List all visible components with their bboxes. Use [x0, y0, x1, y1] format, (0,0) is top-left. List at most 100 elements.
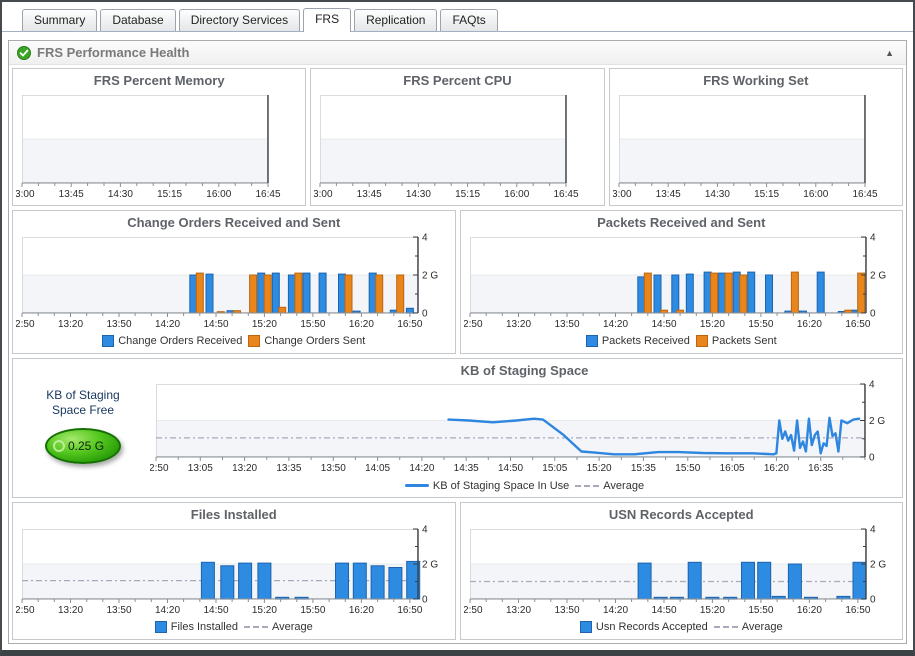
chart-legend: Files Installed Average: [16, 618, 452, 636]
svg-text:2 G: 2 G: [422, 271, 438, 282]
chart-files-installed: 12:50 13:20 13:50 14:20 14:50 15:20 15:50 16:20…: [9, 524, 452, 618]
svg-text:12:50: 12:50: [16, 319, 35, 330]
svg-text:15:15: 15:15: [157, 189, 182, 200]
panel-frs-working-set: FRS Working Set 13:00 13:45 14:30 15:15 16:0…: [606, 68, 903, 206]
svg-text:16:45: 16:45: [554, 189, 579, 200]
svg-text:16:00: 16:00: [803, 189, 828, 200]
svg-text:16:00: 16:00: [206, 189, 231, 200]
chart-title: FRS Percent Memory: [93, 73, 225, 88]
svg-text:0: 0: [870, 595, 876, 606]
svg-text:13:50: 13:50: [106, 605, 131, 616]
svg-text:15:20: 15:20: [252, 319, 277, 330]
chart-frs-percent-memory: 13:00 13:45 14:30 15:15 16:00 16:45: [9, 90, 302, 202]
svg-text:14:20: 14:20: [602, 319, 627, 330]
svg-text:13:45: 13:45: [655, 189, 680, 200]
svg-text:2 G: 2 G: [870, 560, 886, 571]
legend-label: Files Installed: [170, 621, 238, 633]
svg-text:16:50: 16:50: [845, 605, 870, 616]
tab-database[interactable]: Database: [100, 9, 176, 31]
svg-text:0: 0: [869, 453, 875, 464]
gauge-label: KB of Staging Space Free: [46, 388, 120, 417]
legend-label: Average: [603, 479, 645, 492]
svg-text:13:50: 13:50: [321, 463, 346, 474]
chart-frs-percent-cpu: 13:00 13:45 14:30 15:15 16:00 16:45: [308, 90, 600, 202]
svg-text:14:30: 14:30: [108, 189, 133, 200]
svg-text:14:30: 14:30: [406, 189, 431, 200]
tab-directory-services[interactable]: Directory Services: [178, 9, 301, 31]
legend-label: Average: [271, 621, 313, 633]
svg-text:14:20: 14:20: [155, 319, 180, 330]
svg-text:12:50: 12:50: [16, 605, 35, 616]
svg-text:16:50: 16:50: [845, 319, 870, 330]
svg-text:13:35: 13:35: [276, 463, 301, 474]
section-title: FRS Performance Health: [37, 45, 190, 60]
svg-text:13:00: 13:00: [314, 189, 333, 200]
svg-text:14:30: 14:30: [705, 189, 730, 200]
chart-change-orders: 12:50 13:20 13:50 14:20 14:50 15:20 15:50 16:20…: [9, 232, 452, 332]
svg-text:13:45: 13:45: [357, 189, 382, 200]
svg-text:12:50: 12:50: [464, 605, 483, 616]
chart-packets: 12:50 13:20 13:50 14:20 14:50 15:20 15:50 16:20…: [457, 232, 900, 332]
svg-text:15:15: 15:15: [754, 189, 779, 200]
panel-frs-percent-memory: FRS Percent Memory 13:0013:4514:3015:151…: [9, 68, 307, 206]
svg-text:2 G: 2 G: [869, 416, 885, 427]
chart-legend: Change Orders Received Change Orders Sen…: [16, 332, 452, 350]
svg-text:13:20: 13:20: [232, 463, 257, 474]
svg-text:14:50: 14:50: [498, 463, 523, 474]
legend-label: Usn Records Accepted: [595, 621, 708, 633]
svg-text:14:20: 14:20: [155, 605, 180, 616]
legend-label: Change Orders Sent: [264, 335, 366, 347]
legend-label: Average: [741, 621, 783, 633]
panel-change-orders: Change Orders Received and Sent 12:50 13:…: [9, 210, 456, 354]
frs-performance-health-section: FRS Performance Health ▲ FRS Percent Mem…: [8, 40, 907, 644]
legend-label: Packets Sent: [711, 335, 777, 347]
svg-text:15:50: 15:50: [675, 463, 700, 474]
svg-text:4: 4: [870, 525, 876, 536]
tab-replication[interactable]: Replication: [354, 9, 438, 31]
legend-swatch-orange-bar-icon: [248, 335, 261, 347]
chart-title: USN Records Accepted: [608, 507, 754, 522]
tab-faqts[interactable]: FAQts: [440, 9, 498, 31]
panel-staging-space: KB of Staging Space Free 0.25 G KB of St…: [12, 358, 903, 498]
chart-staging-space: 12:50 13:05 13:20 13:35 13:50 14:05 14:20 14:35…: [143, 379, 899, 477]
svg-text:13:50: 13:50: [554, 605, 579, 616]
collapse-section-button[interactable]: ▲: [885, 47, 894, 58]
panel-frs-percent-cpu: FRS Percent CPU 13:00 13:45 14:30 15:15 16:0…: [308, 68, 605, 206]
svg-text:16:20: 16:20: [796, 319, 821, 330]
svg-text:14:50: 14:50: [651, 605, 676, 616]
svg-text:16:00: 16:00: [505, 189, 530, 200]
svg-text:15:20: 15:20: [252, 605, 277, 616]
svg-text:13:50: 13:50: [554, 319, 579, 330]
svg-text:16:50: 16:50: [397, 319, 422, 330]
svg-text:14:35: 14:35: [454, 463, 479, 474]
svg-text:14:50: 14:50: [651, 319, 676, 330]
legend-swatch-dash-icon: [243, 626, 268, 628]
legend-swatch-blue-bar-icon: [585, 335, 598, 347]
svg-text:12:50: 12:50: [150, 463, 169, 474]
chart-title: FRS Working Set: [703, 73, 809, 88]
svg-text:15:50: 15:50: [748, 319, 773, 330]
section-header: FRS Performance Health ▲: [9, 41, 906, 65]
svg-text:15:35: 15:35: [631, 463, 656, 474]
tab-frs[interactable]: FRS: [303, 8, 352, 32]
svg-text:13:20: 13:20: [505, 605, 530, 616]
legend-label: Packets Received: [601, 335, 690, 347]
svg-text:2 G: 2 G: [870, 271, 886, 282]
svg-text:14:05: 14:05: [365, 463, 390, 474]
svg-text:16:20: 16:20: [349, 319, 374, 330]
gauge-green-indicator: 0.25 G: [45, 428, 121, 464]
staging-space-free-gauge: KB of Staging Space Free 0.25 G: [16, 362, 150, 494]
panel-usn-records: USN Records Accepted 12:50 13:20 13:50 14:2…: [457, 502, 903, 640]
svg-text:13:45: 13:45: [59, 189, 84, 200]
chart-usn-records: 12:50 13:20 13:50 14:20 14:50 15:20 15:50 16:20…: [457, 524, 900, 618]
legend-swatch-blue-bar-icon: [579, 621, 592, 633]
svg-text:13:00: 13:00: [613, 189, 632, 200]
tab-summary[interactable]: Summary: [22, 9, 98, 31]
svg-text:4: 4: [869, 380, 875, 391]
svg-text:15:50: 15:50: [748, 605, 773, 616]
chart-title: KB of Staging Space: [460, 363, 589, 378]
gauge-dial-icon: [53, 440, 65, 452]
svg-text:13:20: 13:20: [58, 319, 83, 330]
legend-swatch-dash-icon: [713, 626, 738, 628]
legend-swatch-blue-bar-icon: [102, 335, 115, 347]
